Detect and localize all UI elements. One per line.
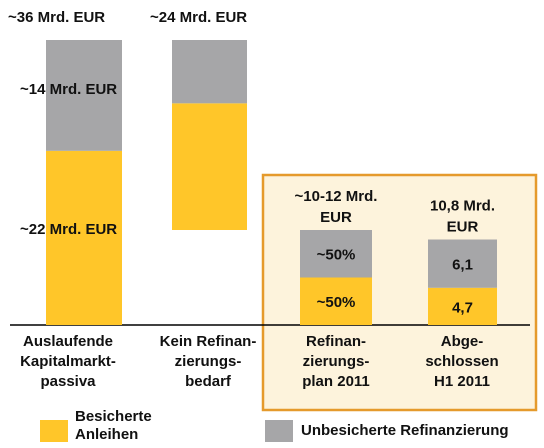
bar-segment: [46, 40, 122, 151]
share-label: ~50%: [317, 294, 356, 311]
total-label: ~24 Mrd. EUR: [150, 9, 247, 26]
legend-label: Unbesicherte Refinanzierung: [301, 422, 509, 439]
category-label: plan 2011: [302, 373, 370, 390]
bar-segment: [172, 40, 247, 104]
bar-segment: [428, 239, 497, 288]
value-label: 6,1: [452, 257, 473, 274]
category-label: H1 2011: [434, 373, 490, 390]
bar-segment: [300, 230, 372, 278]
value-label: ~14 Mrd. EUR: [20, 81, 117, 98]
total-label: ~36 Mrd. EUR: [8, 9, 105, 26]
total-label: EUR: [447, 218, 479, 235]
legend-swatch: [265, 420, 293, 442]
category-label: Abge-: [441, 333, 484, 350]
total-label: EUR: [320, 209, 352, 226]
category-label: Kapitalmarkt-: [20, 353, 116, 370]
category-label: Kein Refinan-: [160, 333, 257, 350]
category-label: schlossen: [425, 353, 498, 370]
category-label: zierungs-: [175, 353, 242, 370]
legend-swatch: [40, 420, 68, 442]
total-label: ~10-12 Mrd.: [295, 188, 378, 205]
bar-segment: [300, 277, 372, 325]
category-label: zierungs-: [303, 353, 370, 370]
bar-segment: [46, 150, 122, 325]
value-label: ~22 Mrd. EUR: [20, 221, 117, 238]
category-label: Refinan-: [306, 333, 366, 350]
bar-segment: [172, 103, 247, 230]
category-label: bedarf: [185, 373, 232, 390]
share-label: ~50%: [317, 247, 356, 264]
total-label: 10,8 Mrd.: [430, 197, 495, 214]
legend-label: Besicherte Anleihen: [75, 408, 152, 443]
category-label: Auslaufende: [23, 333, 113, 350]
category-label: passiva: [40, 373, 96, 390]
value-label: 4,7: [452, 299, 473, 316]
bar-segment: [428, 287, 497, 325]
